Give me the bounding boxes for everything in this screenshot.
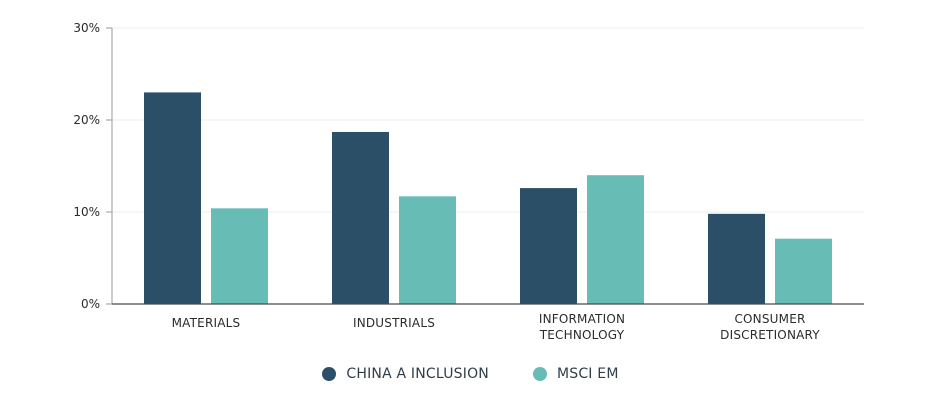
legend-marker-china-a-inclusion xyxy=(322,367,337,381)
x-category-label: INDUSTRIALS xyxy=(353,316,435,330)
bar-china-a-inclusion-3 xyxy=(708,213,765,304)
x-category-label: INFORMATION TECHNOLOGY xyxy=(539,312,625,342)
bar-china-a-inclusion-2 xyxy=(520,188,577,304)
legend-item-china-a-inclusion: CHINA A INCLUSION xyxy=(322,366,489,382)
legend-label-msci-em: MSCI EM xyxy=(556,366,619,382)
bar-china-a-inclusion-1 xyxy=(332,131,389,304)
bar-chart: 0% 10% 20% 30% MATERIALS INDUSTRIALS INFORMAT… xyxy=(73,21,864,342)
y-tick-label: 0% xyxy=(81,297,100,311)
bar-msci-em-0 xyxy=(211,208,268,304)
bar-msci-em-2 xyxy=(587,175,644,304)
bars xyxy=(144,92,832,305)
category-labels: MATERIALS INDUSTRIALS INFORMATION TECHNOLOG… xyxy=(172,312,820,342)
legend-label-china-a-inclusion: CHINA A INCLUSION xyxy=(346,366,489,382)
x-category-label: CONSUMER DISCRETIONARY xyxy=(720,312,820,342)
grid-lines xyxy=(112,27,864,213)
legend: CHINA A INCLUSION MSCI EM xyxy=(0,366,941,382)
y-tick-label: 30% xyxy=(73,21,100,35)
x-category-label: MATERIALS xyxy=(172,316,241,330)
bar-msci-em-3 xyxy=(775,238,832,304)
bar-china-a-inclusion-0 xyxy=(144,92,201,305)
legend-item-msci-em: MSCI EM xyxy=(532,366,619,382)
legend-marker-msci-em xyxy=(532,367,547,381)
y-tick-label: 20% xyxy=(73,113,100,127)
bar-msci-em-1 xyxy=(399,196,456,304)
y-axis-ticks: 0% 10% 20% 30% xyxy=(73,21,112,311)
y-tick-label: 10% xyxy=(73,205,100,219)
